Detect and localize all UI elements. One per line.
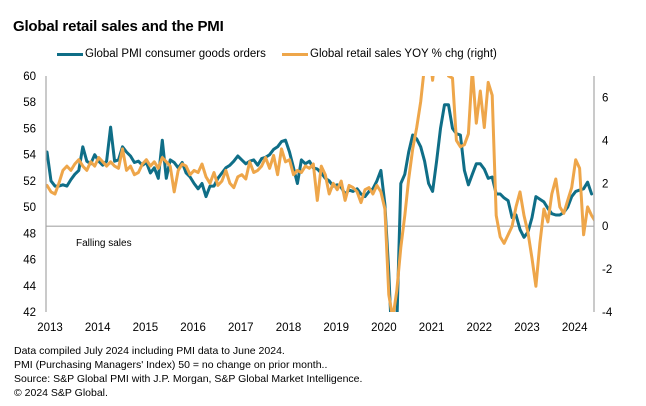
x-axis-tick-label: 2022 bbox=[467, 322, 493, 334]
x-axis-tick-label: 2016 bbox=[180, 322, 206, 334]
footnote-copyright: © 2024 S&P Global. bbox=[14, 387, 108, 399]
left-axis-tick-label: 42 bbox=[23, 307, 36, 319]
legend-item-retail: Global retail sales YOY % chg (right) bbox=[282, 48, 497, 60]
falling-sales-annotation: Falling sales bbox=[76, 238, 132, 249]
left-axis-tick-label: 50 bbox=[23, 202, 36, 214]
legend-label-pmi: Global PMI consumer goods orders bbox=[85, 48, 266, 60]
x-axis-tick-label: 2014 bbox=[85, 322, 111, 334]
x-axis-tick-label: 2023 bbox=[514, 322, 540, 334]
right-axis-tick-label: 0 bbox=[602, 221, 608, 233]
x-axis-tick-label: 2020 bbox=[371, 322, 397, 334]
series-line-retail-sales-yoy bbox=[46, 76, 594, 312]
right-axis-tick-label: 6 bbox=[602, 92, 608, 104]
x-axis-tick-label: 2024 bbox=[562, 322, 588, 334]
series-line-pmi-consumer-goods-orders bbox=[46, 103, 594, 312]
right-axis-tick-label: -4 bbox=[602, 307, 613, 319]
footnote-data-compiled: Data compiled July 2024 including PMI da… bbox=[14, 345, 285, 357]
legend-label-retail: Global retail sales YOY % chg (right) bbox=[310, 48, 497, 60]
chart-title: Global retail sales and the PMI bbox=[13, 18, 224, 35]
x-axis-tick-label: 2021 bbox=[419, 322, 445, 334]
left-axis-tick-label: 58 bbox=[23, 97, 36, 109]
legend-swatch-retail bbox=[282, 52, 308, 56]
left-axis-tick-label: 54 bbox=[23, 150, 36, 162]
left-axis-tick-label: 46 bbox=[23, 255, 36, 267]
right-axis-tick-label: 4 bbox=[602, 135, 609, 147]
right-axis-tick-label: 2 bbox=[602, 178, 608, 190]
left-axis-tick-label: 52 bbox=[23, 176, 36, 188]
footnote-source: Source: S&P Global PMI with J.P. Morgan,… bbox=[14, 373, 363, 385]
left-axis-tick-label: 60 bbox=[23, 71, 36, 83]
legend-item-pmi: Global PMI consumer goods orders bbox=[57, 48, 266, 60]
legend-swatch-pmi bbox=[57, 52, 83, 56]
right-axis-tick-label: -2 bbox=[602, 264, 612, 276]
left-axis-tick-label: 44 bbox=[23, 281, 36, 293]
left-axis-tick-label: 48 bbox=[23, 228, 36, 240]
x-axis-tick-label: 2015 bbox=[133, 322, 159, 334]
x-axis-tick-label: 2018 bbox=[276, 322, 302, 334]
footnotes: Data compiled July 2024 including PMI da… bbox=[14, 344, 362, 400]
x-axis-tick-label: 2019 bbox=[323, 322, 349, 334]
footnote-pmi-definition: PMI (Purchasing Managers' Index) 50 = no… bbox=[14, 359, 328, 371]
x-axis-tick-label: 2013 bbox=[37, 322, 63, 334]
x-axis-tick-label: 2017 bbox=[228, 322, 254, 334]
left-axis-tick-label: 56 bbox=[23, 123, 36, 135]
